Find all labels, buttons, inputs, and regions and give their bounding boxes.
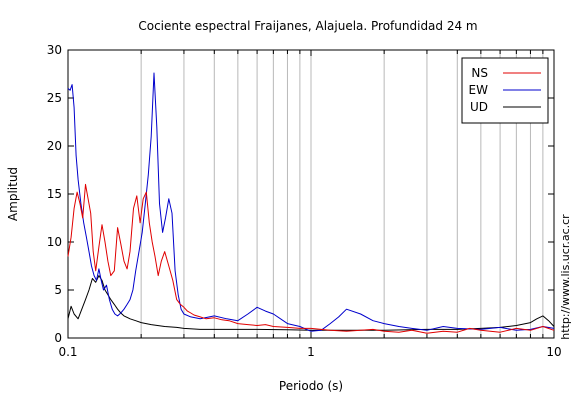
y-tick-label: 5 bbox=[54, 283, 62, 297]
legend: NS EW UD bbox=[461, 57, 549, 124]
source-url-annotation: http://www.lis.ucr.ac.cr bbox=[559, 214, 572, 340]
y-tick-label: 30 bbox=[47, 43, 62, 57]
series-line-ew bbox=[67, 72, 555, 332]
gridlines bbox=[140, 50, 544, 338]
y-tick-label: 15 bbox=[47, 187, 62, 201]
x-tick-label: 10 bbox=[546, 345, 561, 359]
series-line-ud bbox=[67, 275, 555, 331]
x-tick-label: 1 bbox=[307, 345, 315, 359]
series-line-ns bbox=[67, 183, 555, 334]
x-axis: 0.1 1 10 bbox=[58, 50, 562, 359]
y-axis: 0 5 10 15 20 25 30 bbox=[47, 43, 554, 345]
plot-area bbox=[67, 72, 555, 334]
y-tick-label: 20 bbox=[47, 139, 62, 153]
y-tick-label: 25 bbox=[47, 91, 62, 105]
y-tick-label: 10 bbox=[47, 235, 62, 249]
legend-label-ud: UD bbox=[470, 100, 488, 114]
legend-items: NS EW UD bbox=[469, 66, 541, 114]
y-axis-label: Amplitud bbox=[6, 167, 20, 221]
x-axis-label: Periodo (s) bbox=[279, 379, 343, 393]
x-tick-label: 0.1 bbox=[58, 345, 77, 359]
chart-title: Cociente espectral Fraijanes, Alajuela. … bbox=[138, 19, 477, 33]
legend-label-ew: EW bbox=[469, 83, 489, 97]
y-tick-label: 0 bbox=[54, 331, 62, 345]
legend-label-ns: NS bbox=[471, 66, 488, 80]
